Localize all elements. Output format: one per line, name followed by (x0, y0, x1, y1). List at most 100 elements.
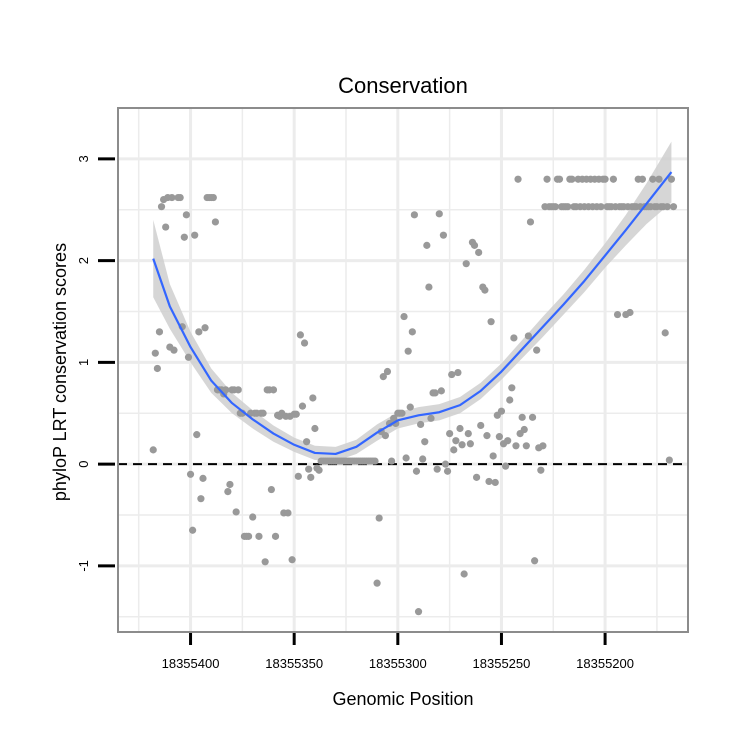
data-point (555, 175, 564, 183)
plot-panel (117, 107, 689, 633)
data-point (539, 442, 547, 450)
data-point (149, 446, 157, 454)
data-point (294, 472, 302, 480)
data-point (211, 218, 220, 226)
y-axis-label: phyloP LRT conservation scores (50, 243, 70, 501)
data-point (186, 470, 195, 478)
data-point (487, 318, 495, 326)
data-point (601, 175, 609, 183)
data-point (649, 175, 657, 183)
data-point (155, 328, 164, 336)
data-point (528, 413, 537, 421)
data-point (522, 442, 530, 450)
data-point (168, 193, 176, 202)
x-tick-label: 18355250 (473, 656, 531, 671)
data-point (537, 466, 545, 474)
data-point (568, 175, 576, 183)
data-point (609, 175, 617, 183)
data-point (431, 389, 439, 397)
data-point (402, 454, 410, 462)
data-point (398, 409, 406, 417)
data-point (638, 175, 647, 183)
data-point (176, 193, 184, 202)
data-point (373, 579, 381, 587)
data-point (450, 446, 458, 454)
data-point (180, 233, 188, 241)
smooth-line-path (152, 171, 673, 456)
data-point (209, 193, 217, 202)
data-point (526, 218, 535, 226)
data-point (661, 329, 669, 337)
data-point (460, 570, 468, 578)
data-point (508, 384, 516, 392)
data-point (665, 456, 673, 464)
y-axis-ticks: -1 0 1 2 3 (76, 155, 115, 572)
data-point (454, 368, 462, 377)
data-point (518, 413, 526, 421)
data-point (435, 210, 443, 218)
data-point (234, 386, 242, 394)
data-point (655, 175, 663, 183)
data-point (443, 467, 452, 475)
data-point (201, 324, 209, 332)
data-point (305, 465, 313, 473)
data-point (502, 462, 510, 470)
y-tick-label: 3 (76, 155, 91, 162)
data-point (303, 438, 311, 446)
data-point (506, 396, 514, 404)
data-point (288, 556, 296, 564)
x-axis-ticks: 18355400 18355350 18355300 18355250 18355200 (162, 633, 634, 671)
data-point (417, 420, 425, 429)
data-point (667, 175, 676, 183)
data-point (489, 452, 497, 460)
data-point (485, 477, 493, 486)
data-point (300, 339, 309, 347)
x-tick-label: 18355300 (369, 656, 427, 671)
data-point (261, 558, 269, 566)
data-point (423, 241, 431, 249)
data-point (307, 473, 315, 481)
data-point (191, 231, 199, 239)
data-point (170, 346, 178, 354)
data-point (400, 312, 408, 321)
data-point (379, 373, 387, 381)
data-point (531, 557, 539, 565)
data-point (427, 414, 435, 422)
data-point (292, 410, 300, 418)
data-point (483, 432, 491, 440)
data-point (419, 455, 427, 463)
chart-title: Conservation (338, 73, 468, 98)
data-point (613, 310, 622, 319)
data-point (224, 487, 232, 496)
data-point (441, 460, 450, 468)
data-point (153, 364, 161, 373)
data-point (267, 485, 275, 494)
data-point (458, 441, 466, 449)
data-point (481, 286, 489, 294)
data-point (475, 248, 483, 257)
data-point (232, 508, 240, 516)
data-point (414, 608, 423, 616)
data-point (433, 465, 441, 473)
data-point (195, 328, 203, 336)
data-point (412, 467, 421, 475)
data-point (533, 346, 541, 354)
data-point (404, 347, 412, 355)
data-point (597, 203, 605, 211)
data-point (551, 203, 559, 211)
data-point (472, 473, 481, 481)
data-point (446, 429, 454, 438)
data-point (564, 203, 572, 211)
x-axis-label: Genomic Position (332, 689, 473, 709)
data-point (491, 478, 499, 487)
data-point (151, 349, 159, 357)
data-point (189, 526, 197, 534)
data-point (296, 331, 304, 339)
data-points (149, 175, 678, 616)
data-point (466, 440, 474, 448)
data-point (421, 438, 429, 446)
data-point (626, 308, 634, 317)
data-point (448, 370, 456, 379)
y-tick-label: 1 (76, 359, 91, 366)
